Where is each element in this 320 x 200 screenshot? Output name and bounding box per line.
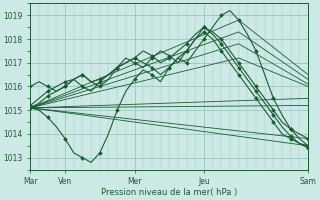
X-axis label: Pression niveau de la mer( hPa ): Pression niveau de la mer( hPa ) [101,188,237,197]
